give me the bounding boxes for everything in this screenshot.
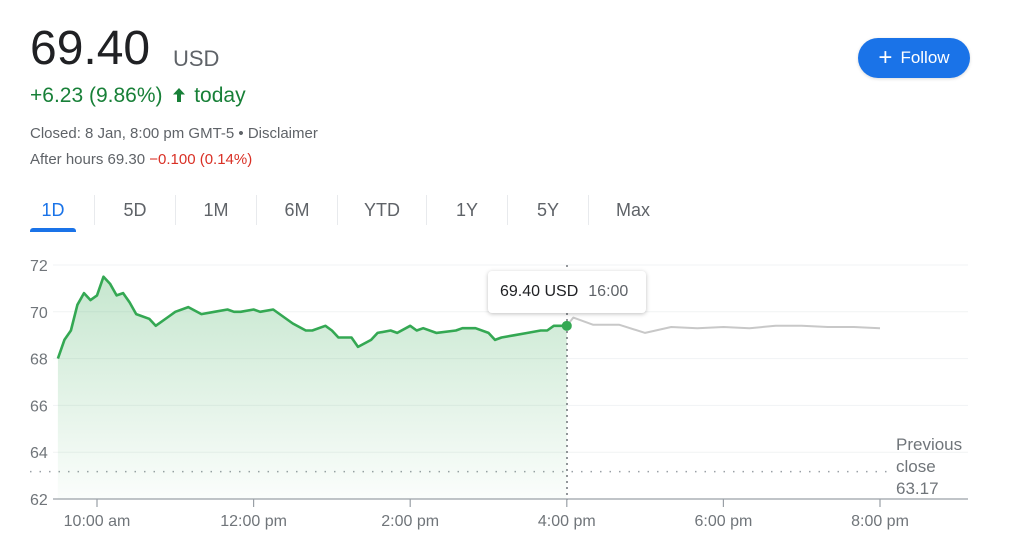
price-area-fill (57, 276, 567, 499)
after-hours-change: −0.100 (0.14%) (149, 151, 253, 168)
y-axis-labels: 62 64 66 68 70 72 (30, 258, 48, 509)
change-value: +6.23 (9.86%) (30, 84, 163, 107)
regular-session-line (56, 275, 567, 360)
svg-text:64: 64 (30, 445, 48, 462)
tab-5y[interactable]: 5Y (536, 200, 560, 220)
tab-ytd[interactable]: YTD (364, 200, 400, 220)
svg-text:72: 72 (30, 258, 48, 275)
follow-button[interactable]: + Follow (858, 38, 970, 78)
svg-text:12:00 pm: 12:00 pm (220, 513, 287, 530)
tooltip-price: 69.40 USD (500, 283, 579, 300)
previous-close-value: 63.17 (896, 479, 939, 498)
tab-divider (426, 195, 427, 225)
tab-1y[interactable]: 1Y (455, 200, 479, 220)
arrow-up-icon (173, 88, 186, 102)
tab-1m[interactable]: 1M (203, 200, 229, 220)
svg-text:68: 68 (30, 352, 48, 369)
tab-divider (507, 195, 508, 225)
svg-text:70: 70 (30, 305, 48, 322)
hover-point (561, 320, 572, 331)
plus-icon: + (878, 44, 893, 71)
tab-1d[interactable]: 1D (30, 192, 76, 232)
after-hours: After hours 69.30 −0.100 (0.14%) (30, 151, 252, 168)
after-hours-line (566, 316, 881, 334)
svg-text:62: 62 (30, 492, 48, 509)
current-price: 69.40 (30, 22, 151, 75)
tab-divider (175, 195, 176, 225)
svg-text:8:00 pm: 8:00 pm (851, 513, 909, 530)
svg-text:66: 66 (30, 398, 48, 415)
x-axis-ticks: 10:00 am 12:00 pm 2:00 pm 4:00 pm 6:00 pm 8:0… (64, 499, 909, 530)
tab-6m[interactable]: 6M (284, 200, 310, 220)
price-change: +6.23 (9.86%) today (30, 84, 246, 108)
tab-divider (94, 195, 95, 225)
tab-divider (337, 195, 338, 225)
previous-close-label: Previous close 63.17 (896, 435, 963, 498)
change-period: today (194, 84, 246, 107)
price-tooltip: 69.40 USD 16:00 (488, 271, 646, 313)
tab-divider (588, 195, 589, 225)
currency-label: USD (173, 46, 220, 71)
svg-text:4:00 pm: 4:00 pm (538, 513, 596, 530)
tab-5d[interactable]: 5D (123, 200, 147, 220)
svg-text:6:00 pm: 6:00 pm (694, 513, 752, 530)
tooltip-time: 16:00 (588, 283, 629, 300)
range-tabs: 1D 5D 1M 6M YTD 1Y 5Y Max (30, 192, 677, 232)
svg-text:2:00 pm: 2:00 pm (381, 513, 439, 530)
tab-max[interactable]: Max (615, 200, 650, 220)
market-status: Closed: 8 Jan, 8:00 pm GMT-5 • Disclaime… (30, 125, 318, 142)
svg-text:10:00 am: 10:00 am (64, 513, 131, 530)
after-hours-price: After hours 69.30 (30, 151, 146, 168)
tab-divider (256, 195, 257, 225)
follow-label: Follow (900, 48, 950, 67)
